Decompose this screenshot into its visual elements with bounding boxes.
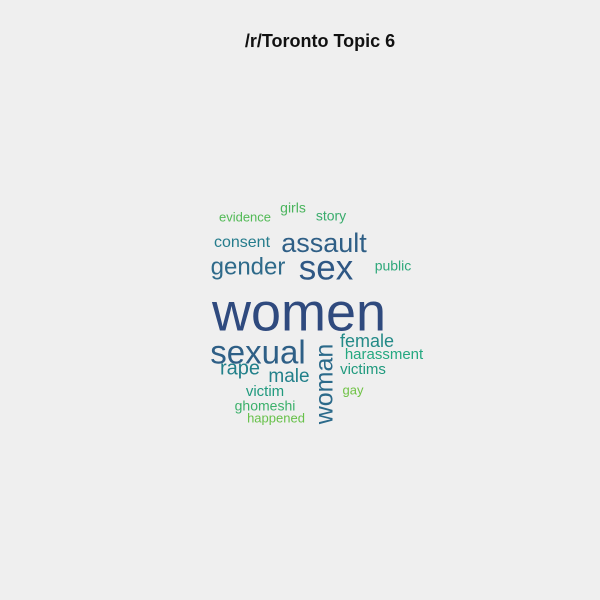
word-male: male: [268, 366, 309, 387]
word-happened: happened: [247, 410, 305, 425]
word-ghomeshi: ghomeshi: [235, 398, 296, 414]
word-assault: assault: [281, 228, 367, 258]
word-gender: gender: [211, 253, 286, 280]
word-female: female: [340, 331, 394, 351]
word-women: women: [211, 282, 386, 342]
word-gay: gay: [343, 382, 364, 397]
word-victim: victim: [246, 383, 284, 400]
chart-title: /r/Toronto Topic 6: [244, 31, 396, 51]
word-victims: victims: [340, 361, 386, 378]
word-consent: consent: [214, 234, 271, 251]
word-rape: rape: [220, 357, 260, 379]
word-girls: girls: [280, 200, 306, 216]
word-harassment: harassment: [345, 346, 424, 363]
word-public: public: [375, 258, 412, 274]
word-evidence: evidence: [219, 209, 271, 224]
word-story: story: [316, 208, 346, 224]
word-sex: sex: [299, 248, 354, 287]
word-woman: woman: [311, 344, 339, 426]
word-sexual: sexual: [210, 334, 305, 371]
